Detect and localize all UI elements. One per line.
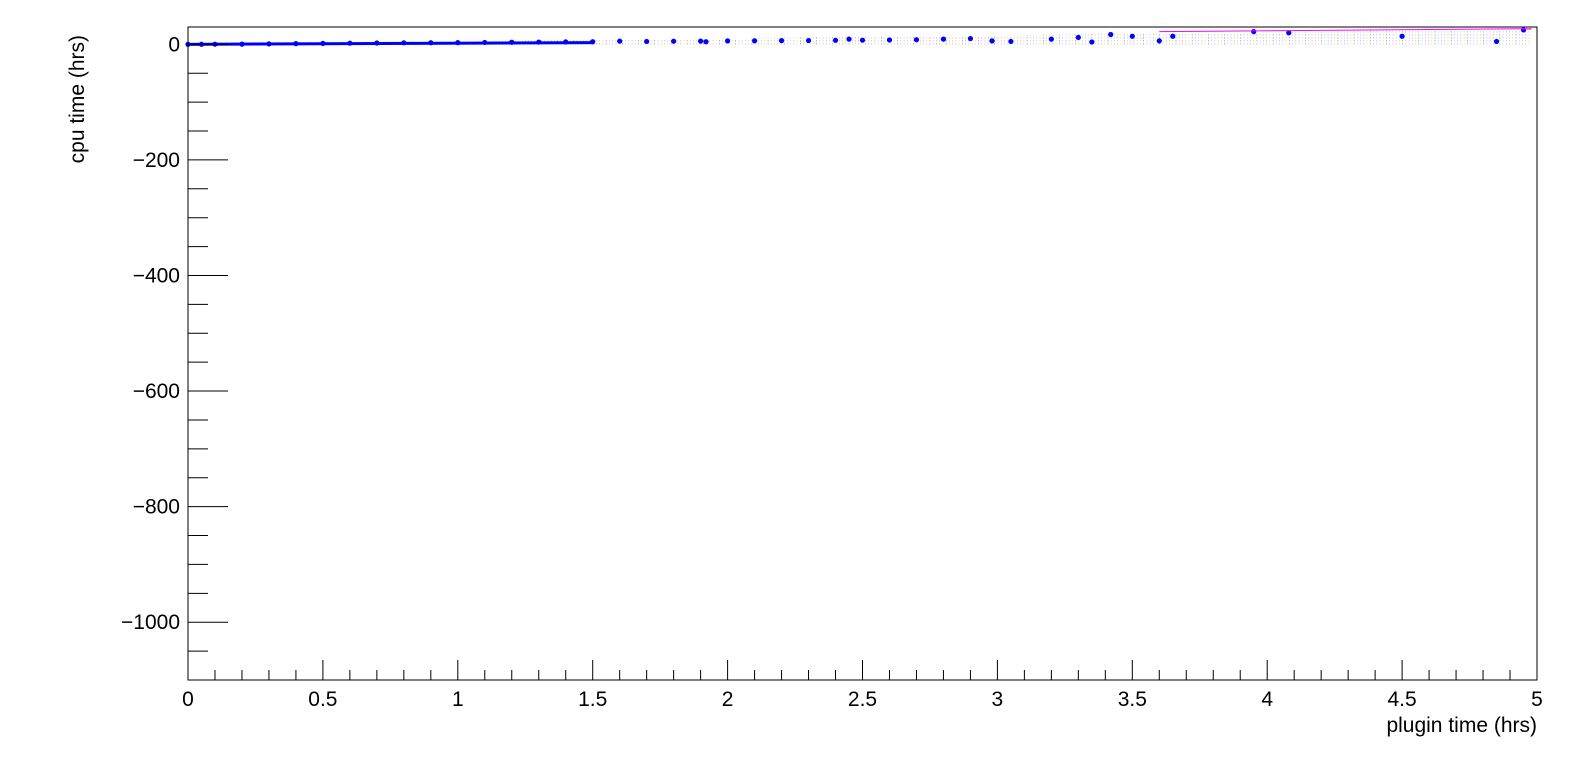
data-point [913,37,920,43]
data-point [1520,27,1527,33]
data-point [266,41,272,47]
data-points [185,27,1527,47]
x-tick-label: 5 [1531,688,1543,711]
y-tick-label: −1000 [121,611,180,634]
data-point [320,40,326,47]
data-point [617,38,623,44]
x-tick-label: 3.5 [1118,688,1147,711]
x-tick-label: 3 [992,688,1004,711]
data-point [1108,31,1114,38]
data-point [703,39,709,45]
data-point [1089,39,1095,45]
series-upper-line [1159,28,1532,33]
data-point [1008,38,1014,45]
data-point [940,36,947,42]
data-point [1170,33,1176,39]
data-point [1493,38,1500,45]
x-tick-label: 0 [182,688,194,711]
data-point [671,38,677,44]
series-trend-line [187,41,593,46]
data-point [1075,34,1081,41]
x-axis-label: plugin time (hrs) [1386,714,1537,737]
data-point [347,40,353,46]
data-point [846,36,852,42]
data-point [832,37,839,43]
x-tick-label: 1 [452,688,464,711]
x-tick-label: 4.5 [1387,688,1416,711]
data-point [536,39,542,45]
data-point [482,39,488,46]
data-point [967,35,974,42]
data-point [455,40,461,46]
data-point [1399,33,1405,39]
data-point [886,37,893,43]
data-point [751,38,758,44]
data-point [859,37,866,43]
axes: 0 0.5 1 1.5 2 2.5 3 3.5 4 4.5 5 0 −200 −400 −600 −800 −1… [121,26,1543,711]
data-point [778,38,785,44]
x-tick-label: 4 [1261,688,1273,711]
data-point [1251,29,1257,35]
y-tick-label: −600 [133,380,180,403]
data-point [1048,36,1054,42]
y-tick-label: −200 [133,149,180,172]
data-point [644,38,650,45]
data-point [563,39,569,45]
data-point [509,39,515,45]
data-point [698,38,704,44]
data-point [1156,38,1162,44]
data-point [590,39,596,45]
y-tick-label: 0 [168,33,180,56]
y-tick-label: −800 [133,496,180,519]
data-point [293,41,299,47]
data-point [989,38,995,44]
x-axis: 0 0.5 1 1.5 2 2.5 3 3.5 4 4.5 5 [182,660,1543,711]
x-tick-label: 2 [722,688,734,711]
data-point [239,41,245,47]
data-point [401,40,407,46]
data-point [1286,30,1292,36]
y-tick-label: −400 [133,264,180,287]
y-axis: 0 −200 −400 −600 −800 −1000 [121,33,228,681]
data-point [1129,33,1135,39]
y-axis-label: cpu time (hrs) [66,35,89,163]
plot-area [185,27,1532,47]
x-tick-label: 0.5 [308,688,337,711]
data-point [428,40,434,46]
data-point [725,38,731,44]
data-point [805,37,812,44]
x-tick-label: 2.5 [848,688,877,711]
x-tick-label: 1.5 [578,688,607,711]
data-point [374,40,380,46]
